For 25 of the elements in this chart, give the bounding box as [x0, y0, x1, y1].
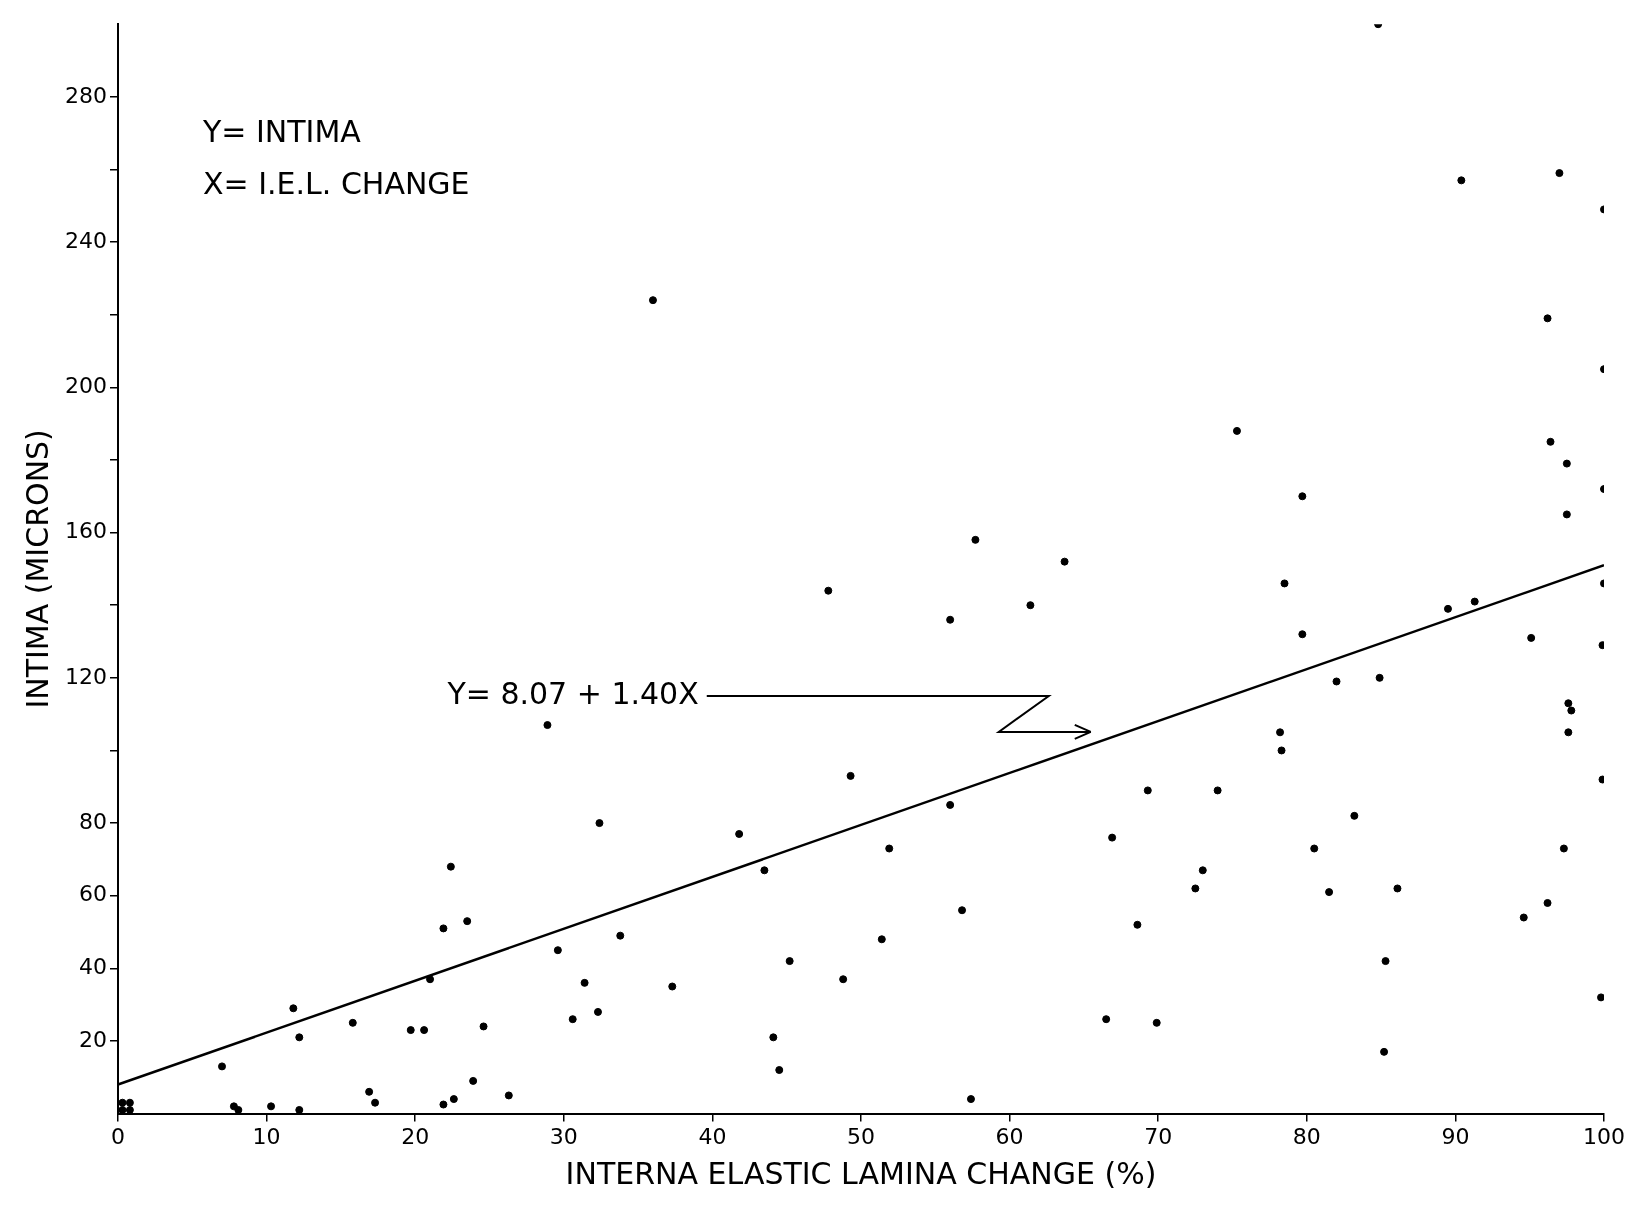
y-tick-label: 20: [78, 1026, 107, 1052]
y-tick-label: 200: [64, 373, 107, 399]
y-tick-label: 120: [64, 663, 107, 689]
x-tick-label: 70: [1144, 1123, 1173, 1149]
y-tick-label: 40: [78, 954, 107, 980]
x-tick-label: 10: [252, 1123, 281, 1149]
y-tick-label: 280: [64, 82, 107, 108]
y-tick-label: 80: [78, 808, 107, 834]
x-tick-label: 30: [549, 1123, 578, 1149]
y-tick-label: 60: [78, 881, 107, 907]
y-tick-label: 160: [64, 518, 107, 544]
x-tick-label: 0: [110, 1123, 125, 1149]
y-axis-title: INTIMA (MICRONS): [19, 429, 55, 709]
annotation: Y= 8.07 + 1.40X: [446, 675, 699, 711]
annotation: Y= INTIMA: [201, 114, 362, 149]
x-tick-label: 100: [1583, 1123, 1625, 1149]
annotation: X= I.E.L. CHANGE: [202, 166, 470, 201]
x-tick-label: 40: [698, 1123, 727, 1149]
x-tick-label: 20: [401, 1123, 430, 1149]
x-tick-label: 80: [1292, 1123, 1321, 1149]
y-tick-label: 240: [64, 227, 107, 253]
x-tick-label: 50: [847, 1123, 875, 1149]
x-axis-title: INTERNA ELASTIC LAMINA CHANGE (%): [565, 1155, 1157, 1191]
x-tick-label: 90: [1441, 1123, 1470, 1149]
x-tick-label: 60: [995, 1123, 1024, 1149]
